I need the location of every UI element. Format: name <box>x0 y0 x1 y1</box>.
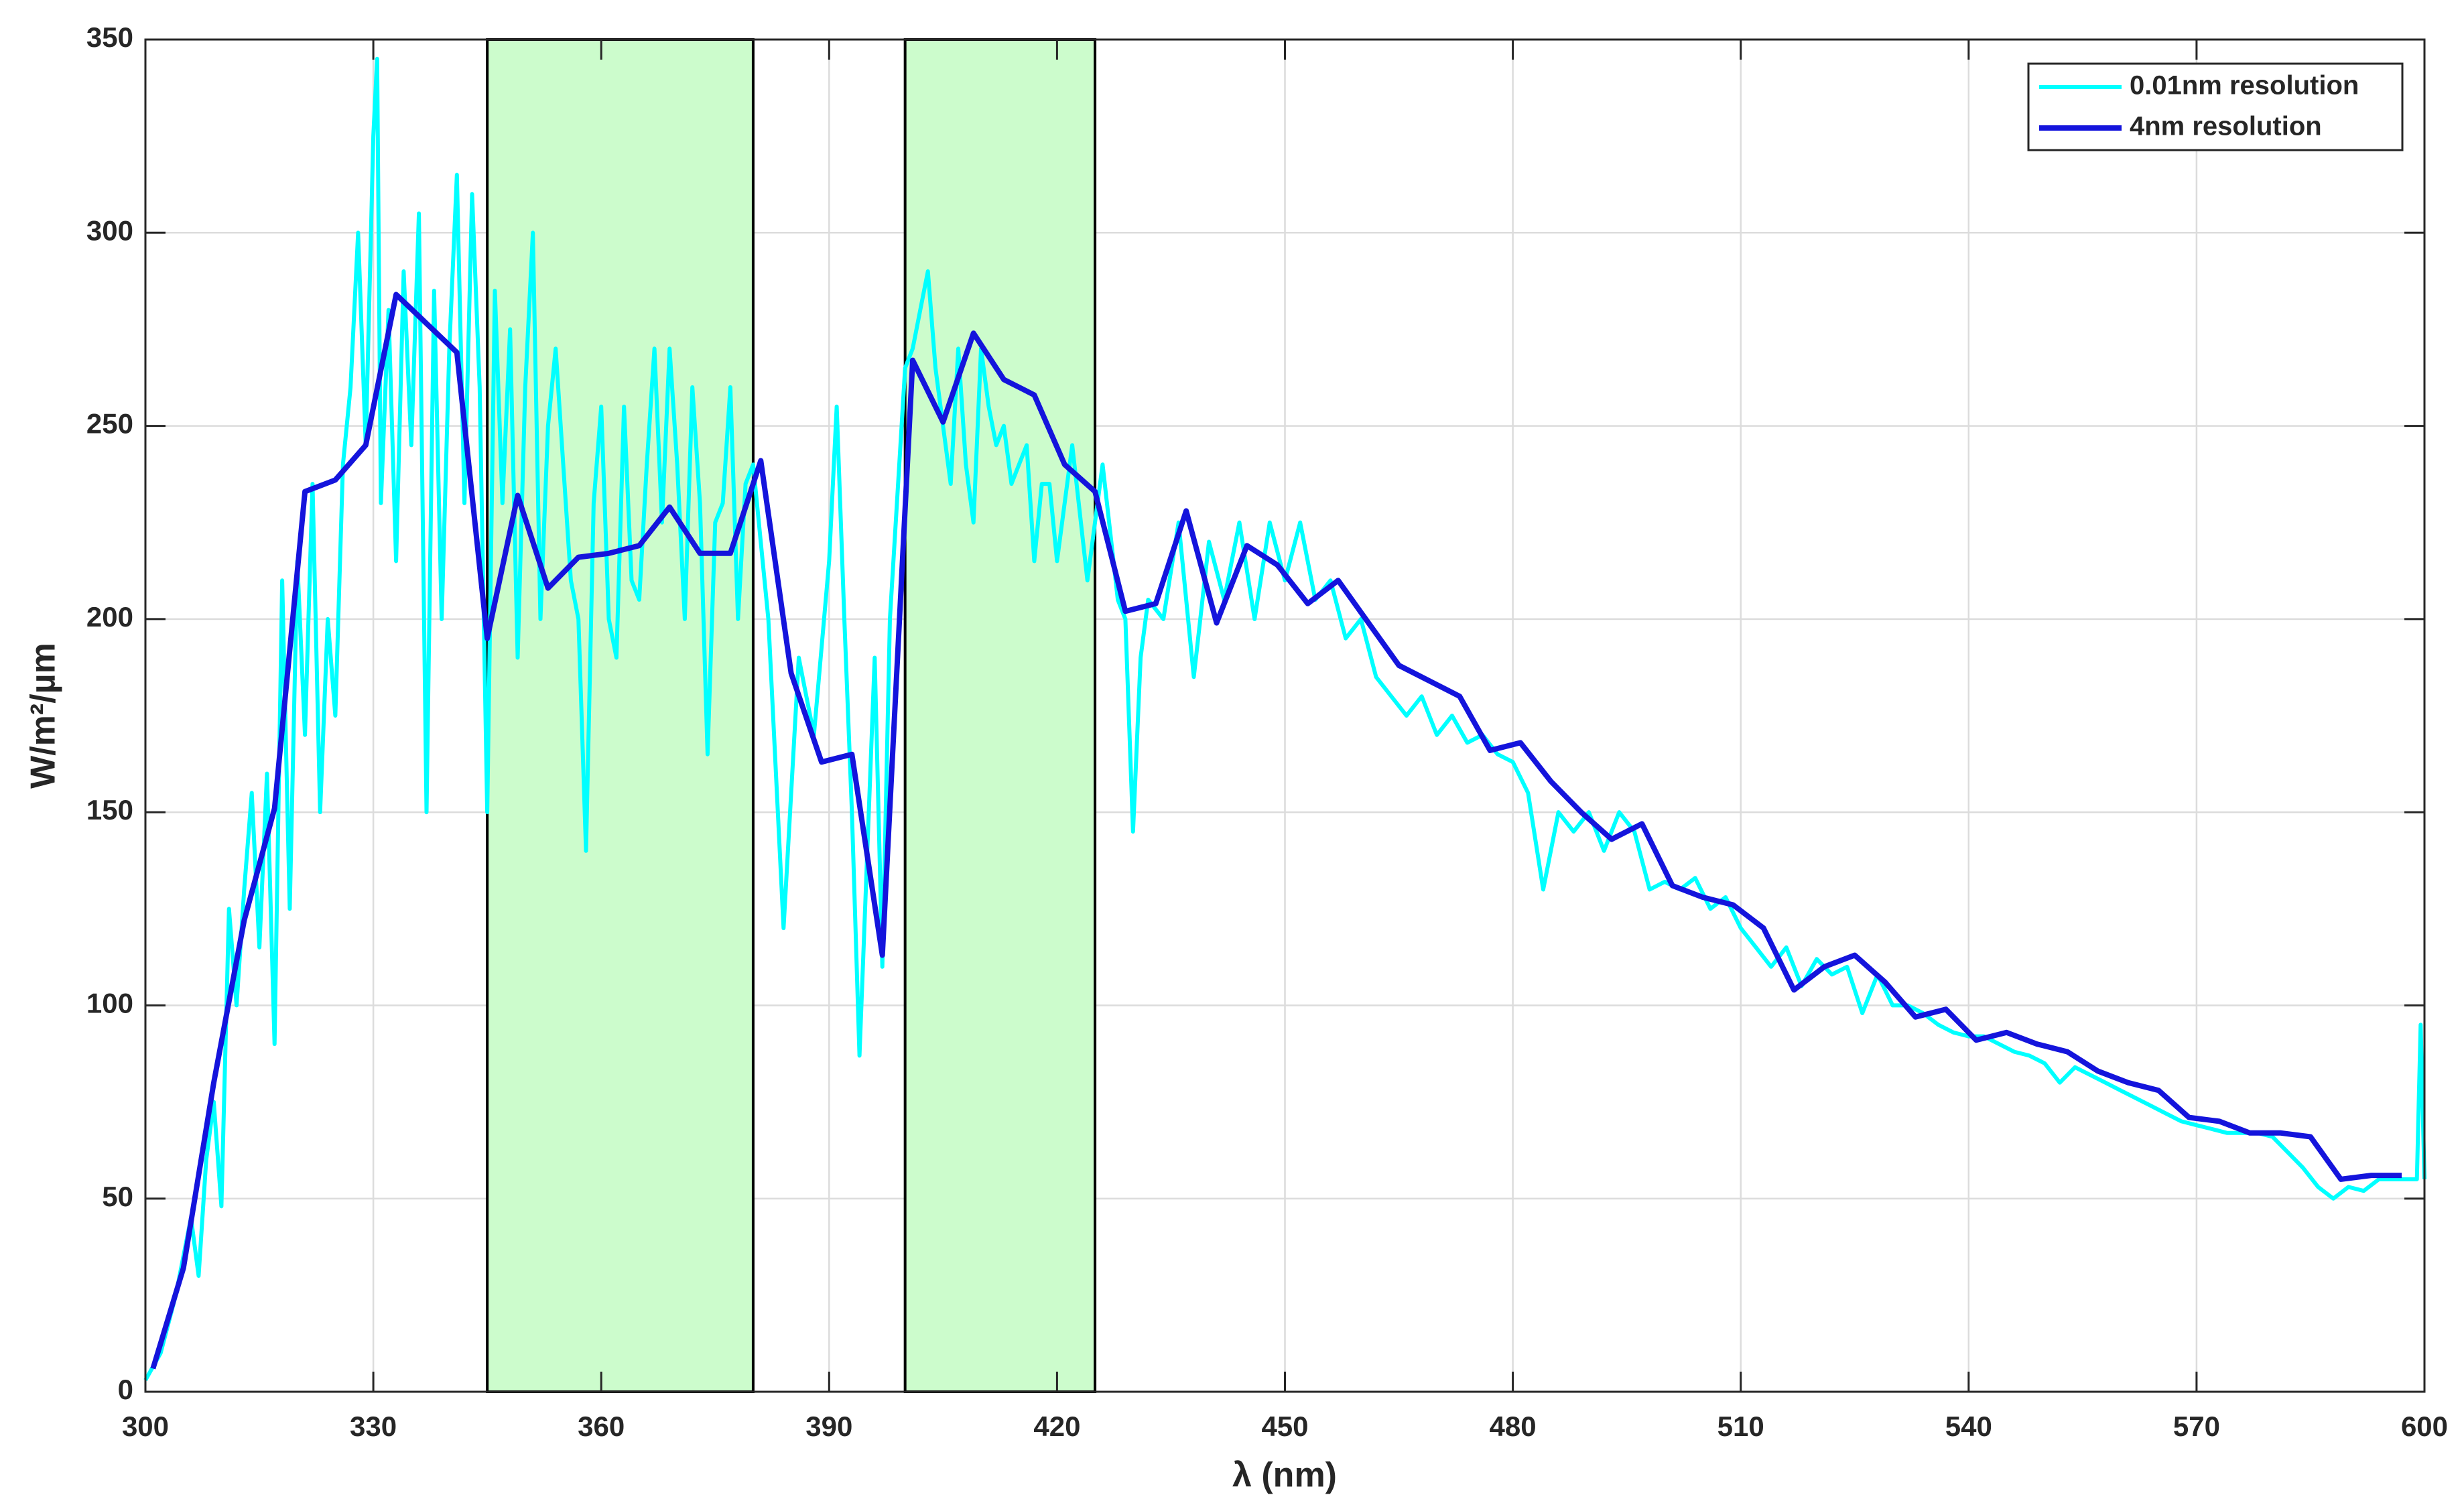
y-tick-label: 250 <box>86 408 133 440</box>
series-line <box>150 291 2402 1370</box>
x-tick-label: 300 <box>122 1411 169 1442</box>
y-tick-label: 150 <box>86 794 133 826</box>
shaded-region <box>486 38 755 1393</box>
legend-label: 0.01nm resolution <box>2130 71 2359 101</box>
y-tick-label: 350 <box>86 21 133 53</box>
y-tick-label: 200 <box>86 601 133 633</box>
y-tick-label: 100 <box>86 988 133 1019</box>
x-tick-label: 390 <box>805 1411 852 1442</box>
x-tick-label: 360 <box>578 1411 625 1442</box>
x-tick-label: 330 <box>350 1411 397 1442</box>
lines <box>143 56 2426 1382</box>
y-axis-label: W/m²/µm <box>24 643 63 789</box>
x-tick-label: 570 <box>2173 1411 2220 1442</box>
legend-box <box>2027 62 2404 151</box>
y-tick-label: 300 <box>86 214 133 246</box>
shaded-region <box>903 38 1097 1393</box>
x-tick-label: 450 <box>1261 1411 1308 1442</box>
x-tick-label: 540 <box>1945 1411 1992 1442</box>
x-tick-label: 420 <box>1033 1411 1080 1442</box>
x-tick-label: 480 <box>1490 1411 1537 1442</box>
x-tick-label: 510 <box>1717 1411 1764 1442</box>
ticks: 300 330 360 390 420 450 480 510 540 570 600 0 50 100 1… <box>86 21 2448 1442</box>
legend: 0.01nm resolution 4nm resolution <box>2027 62 2404 151</box>
x-tick-label: 600 <box>2401 1411 2448 1442</box>
y-tick-label: 0 <box>118 1374 133 1405</box>
legend-label: 4nm resolution <box>2130 112 2322 141</box>
series-line <box>143 56 2426 1382</box>
x-axis-label: λ (nm) <box>1232 1456 1337 1495</box>
y-tick-label: 50 <box>102 1181 133 1212</box>
